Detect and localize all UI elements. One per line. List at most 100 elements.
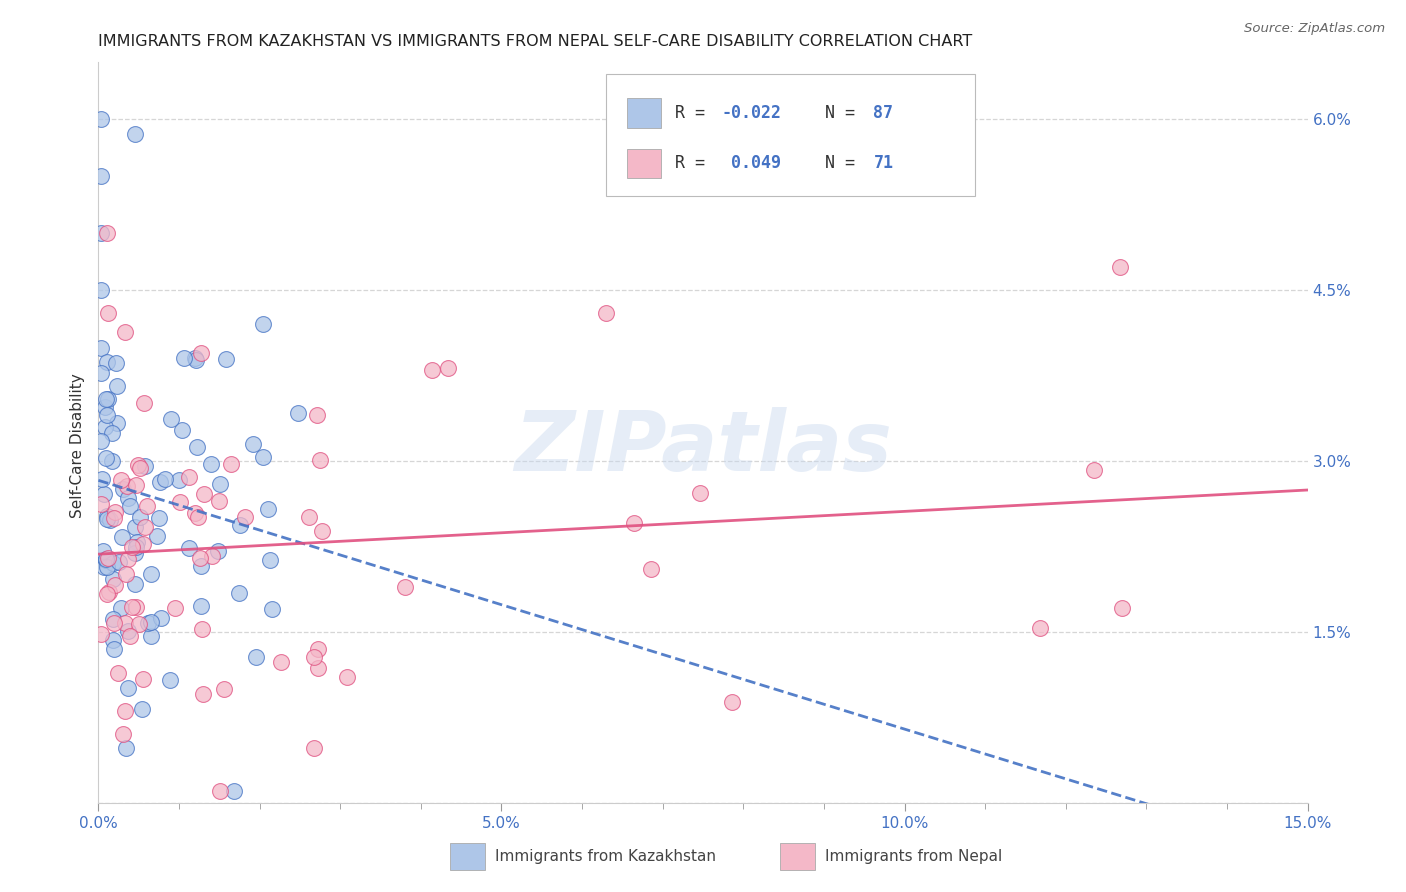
Text: R =: R = [675, 154, 716, 172]
Point [179, 541, 201, 555]
Text: Source: ZipAtlas.com: Source: ZipAtlas.com [1244, 22, 1385, 36]
Point [101, 556, 124, 570]
Point [90, 227, 112, 241]
Text: 71: 71 [873, 154, 893, 172]
Bar [627, 149, 661, 178]
Text: -0.022: -0.022 [721, 104, 782, 122]
Point [134, 459, 156, 474]
Point [107, 665, 129, 680]
Text: IMMIGRANTS FROM KAZAKHSTAN VS IMMIGRANTS FROM NEPAL SELF-CARE DISABILITY CORRELA: IMMIGRANTS FROM KAZAKHSTAN VS IMMIGRANTS… [98, 34, 973, 49]
Point [242, 437, 264, 451]
Point [124, 546, 146, 560]
Point [90, 434, 112, 449]
Point [93, 486, 115, 500]
Point [132, 672, 155, 686]
Point [124, 477, 146, 491]
Point [134, 395, 156, 409]
FancyBboxPatch shape [606, 73, 976, 195]
Point [96, 355, 118, 369]
Point [224, 784, 246, 798]
Point [262, 602, 284, 616]
Point [689, 486, 711, 500]
Point [111, 727, 134, 741]
Text: N =: N = [804, 104, 865, 122]
Text: N =: N = [804, 154, 865, 172]
Point [184, 351, 207, 365]
Point [187, 509, 209, 524]
Text: Immigrants from Nepal: Immigrants from Nepal [825, 849, 1002, 863]
Point [117, 681, 139, 696]
Point [139, 615, 162, 630]
Point [307, 642, 329, 657]
Point [96, 551, 118, 566]
Point [90, 283, 112, 297]
Point [134, 519, 156, 533]
Point [201, 549, 224, 563]
Point [1083, 462, 1105, 476]
Point [101, 426, 124, 441]
Point [90, 627, 112, 641]
Point [308, 453, 330, 467]
Point [104, 505, 127, 519]
Point [640, 562, 662, 576]
Point [101, 572, 124, 586]
Point [101, 454, 124, 468]
Point [96, 587, 118, 601]
Point [186, 353, 208, 368]
Point [302, 649, 325, 664]
Point [270, 655, 292, 669]
Bar [627, 98, 661, 128]
Point [96, 560, 118, 574]
Point [720, 695, 742, 709]
Point [169, 473, 191, 487]
Point [91, 472, 114, 486]
Point [117, 491, 139, 505]
Point [153, 472, 176, 486]
Point [129, 460, 152, 475]
Point [190, 559, 212, 574]
Point [105, 356, 128, 370]
Text: 87: 87 [873, 104, 893, 122]
Point [1109, 260, 1132, 275]
Point [115, 479, 138, 493]
Point [208, 494, 231, 508]
Point [159, 411, 181, 425]
Point [135, 499, 157, 513]
Text: Self-Care Disability: Self-Care Disability [70, 374, 84, 518]
Point [90, 169, 112, 184]
Point [125, 541, 148, 555]
Point [1028, 621, 1050, 635]
Point [103, 510, 125, 524]
Point [97, 306, 120, 320]
Point [190, 345, 212, 359]
Point [103, 633, 125, 648]
Point [308, 661, 330, 675]
Point [159, 673, 181, 687]
Point [287, 406, 309, 420]
Point [208, 477, 231, 491]
Point [110, 601, 132, 615]
Point [90, 112, 112, 127]
Point [90, 341, 112, 355]
Point [127, 458, 149, 472]
Point [148, 510, 170, 524]
Text: ZIPatlas: ZIPatlas [515, 407, 891, 488]
Point [125, 535, 148, 549]
Point [302, 741, 325, 756]
Point [96, 512, 118, 526]
Point [184, 506, 207, 520]
Point [114, 704, 136, 718]
Point [96, 227, 118, 241]
Point [111, 530, 134, 544]
Point [186, 441, 208, 455]
Point [94, 401, 117, 415]
Text: R =: R = [675, 104, 716, 122]
Point [117, 624, 139, 639]
Point [212, 682, 235, 697]
Point [177, 469, 200, 483]
Point [93, 559, 115, 574]
Point [169, 494, 191, 508]
Point [96, 451, 118, 466]
Point [115, 567, 138, 582]
Point [136, 615, 159, 630]
